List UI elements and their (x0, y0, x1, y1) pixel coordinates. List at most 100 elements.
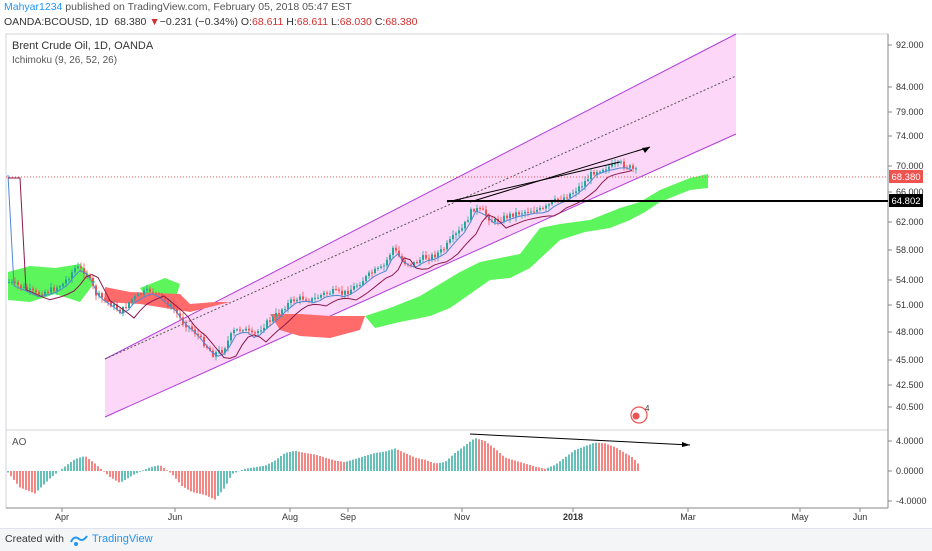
trend-arrow-line[interactable] (469, 146, 651, 203)
candle-body (512, 213, 514, 217)
candle-body (518, 212, 520, 215)
candle-body (29, 288, 31, 291)
candle-body (578, 186, 580, 192)
last-price: 68.380 (114, 16, 147, 28)
candle-body (590, 171, 592, 180)
candle-body (68, 278, 70, 280)
candle-body (392, 247, 394, 256)
ao-axis[interactable]: 4.0000 0.0000 -4.0000 (888, 436, 927, 506)
time-axis[interactable]: Apr Jun Aug Sep Nov 2018 Mar May Jun (55, 508, 867, 522)
candle-body (155, 292, 157, 294)
candle-body (581, 186, 583, 188)
candle-body (437, 252, 439, 258)
candle-body (338, 289, 340, 291)
candle-body (380, 266, 382, 268)
candle-body (128, 302, 130, 308)
candle-body (341, 290, 343, 295)
candle-body (620, 161, 622, 163)
candle-body (98, 293, 100, 296)
candle-body (242, 330, 244, 332)
regression-channel[interactable] (105, 34, 736, 417)
time-tick-label: 2018 (563, 512, 583, 522)
candle-body (32, 288, 34, 291)
candle-body (131, 299, 133, 303)
price-tick-label: 62.000 (896, 217, 924, 227)
cloud-bull-segment (365, 174, 708, 328)
symbol-label[interactable]: OANDA:BCOUSD, 1D (4, 16, 109, 28)
candle-body (314, 297, 316, 299)
candle-body (542, 207, 544, 209)
candle-body (557, 198, 559, 201)
tradingview-logo-icon[interactable] (70, 533, 88, 547)
candle-body (116, 304, 118, 310)
candle-body (374, 268, 376, 273)
candle-body (179, 313, 181, 318)
candle-body (206, 346, 208, 348)
price-tick-label: 66.000 (896, 187, 924, 197)
tradingview-brand[interactable]: TradingView (92, 533, 153, 545)
candle-body (584, 180, 586, 187)
ao-label[interactable]: AO (12, 437, 27, 448)
economic-event-icon[interactable]: 4 (630, 404, 650, 424)
candle-body (212, 350, 214, 357)
candle-body (440, 249, 442, 253)
candle-body (389, 255, 391, 260)
channel-lower-line[interactable] (104, 133, 737, 418)
candle-body (365, 276, 367, 282)
candle-body (170, 304, 172, 307)
price-tick-label: 40.500 (896, 402, 924, 412)
candle-body (236, 329, 238, 331)
candle-body (461, 228, 463, 231)
tenkan-line (7, 167, 633, 357)
author-link[interactable]: Mahyar1234 (4, 1, 63, 13)
candle-body (494, 218, 496, 222)
trend-arrow-head-icon (642, 147, 650, 153)
candle-body (371, 272, 373, 274)
candle-body (611, 163, 613, 167)
candle-body (17, 281, 19, 286)
candle-body (398, 250, 400, 257)
level-price-badge-text: 64.802 (891, 196, 920, 207)
cloud-bear-segment (105, 287, 230, 312)
ao-pane-frame (5, 429, 889, 509)
candle-body (125, 307, 127, 309)
candle-body (44, 291, 46, 296)
candle-body (251, 330, 253, 333)
time-tick-label: Aug (282, 512, 298, 522)
candle-body (383, 265, 385, 267)
channel-mid-line[interactable] (104, 75, 737, 360)
price-tick-label: 54.000 (896, 275, 924, 285)
candle-body (464, 221, 466, 229)
indicator-label[interactable]: Ichimoku (9, 26, 52, 26) (12, 55, 118, 66)
candle-body (359, 285, 361, 287)
cloud-bear-segment (270, 314, 365, 338)
candle-body (185, 323, 187, 328)
candle-body (425, 255, 427, 259)
candle-body (413, 262, 415, 266)
candle-body (92, 277, 94, 286)
chart-canvas[interactable]: 92.000 84.000 79.000 74.000 70.000 66.000 62.0… (0, 32, 932, 528)
candle-body (587, 179, 589, 181)
level-price-badge (889, 194, 923, 207)
low-value: 68.030 (339, 16, 372, 28)
candle-body (146, 288, 148, 291)
price-tick-label: 92.000 (896, 40, 924, 50)
candle-body (260, 330, 262, 332)
close-value: 68.380 (385, 16, 418, 28)
candle-body (458, 230, 460, 234)
candles (8, 158, 637, 361)
candle-body (104, 297, 106, 300)
candle-body (71, 272, 73, 279)
kijun-line (8, 170, 633, 359)
candle-body (80, 266, 82, 269)
candle-body (41, 294, 43, 296)
candle-body (65, 279, 67, 284)
ao-divergence-line[interactable] (469, 433, 691, 446)
time-tick-label: Jun (168, 512, 183, 522)
support-trend-line[interactable] (446, 161, 621, 203)
candle-body (482, 208, 484, 210)
price-axis[interactable]: 92.000 84.000 79.000 74.000 70.000 66.000 62.0… (888, 40, 924, 412)
candle-body (8, 281, 10, 283)
candle-body (89, 275, 91, 278)
candle-body (533, 211, 535, 213)
